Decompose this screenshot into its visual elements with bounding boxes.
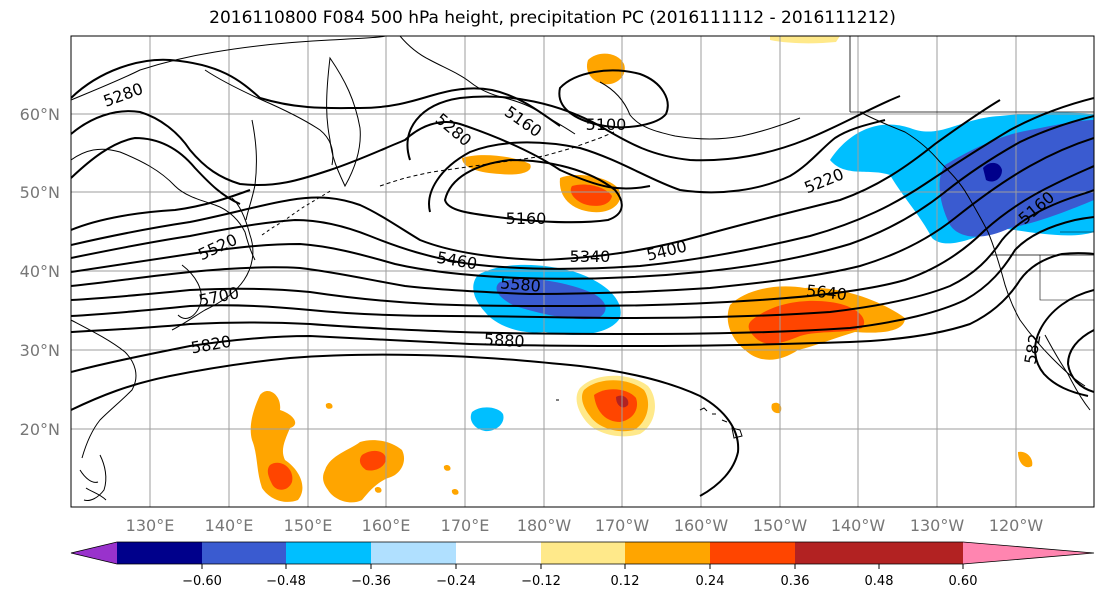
- precip-region: [1018, 451, 1033, 468]
- lat-label: 20°N: [20, 420, 60, 439]
- precip-region: [470, 407, 504, 432]
- map-border: [70, 35, 1095, 508]
- lon-label: 150°W: [753, 516, 808, 535]
- colorbar-tick-label: 0.36: [781, 574, 810, 589]
- colorbar-segment: [117, 542, 202, 564]
- lon-label: 150°E: [284, 516, 333, 535]
- lat-label: 40°N: [20, 262, 60, 281]
- precip-region: [325, 402, 333, 409]
- colorbar-segment: [541, 542, 625, 564]
- longitude-labels: 130°E 140°E 150°E 160°E 170°E 180°W 170°…: [126, 516, 1044, 535]
- precip-region: [451, 488, 459, 495]
- colorbar-tick-label: 0.48: [865, 574, 894, 589]
- latitude-labels: 60°N 50°N 40°N 30°N 20°N: [20, 105, 60, 439]
- precip-region: [570, 184, 612, 206]
- colorbar-ticks: [201, 564, 964, 569]
- map-title: 2016110800 F084 500 hPa height, precipit…: [209, 8, 896, 28]
- precip-region: [594, 389, 638, 422]
- lat-label: 60°N: [20, 105, 60, 124]
- lon-label: 170°W: [595, 516, 650, 535]
- lon-label: 180°W: [517, 516, 572, 535]
- colorbar-tick-label: 0.12: [611, 574, 640, 589]
- colorbar-segment: [202, 542, 286, 564]
- precip-region: [359, 450, 386, 471]
- colorbar-segment: [625, 542, 710, 564]
- colorbar-segment: [879, 542, 963, 564]
- colorbar-tick-label: 0.60: [949, 574, 978, 589]
- precip-region: [496, 278, 606, 320]
- lon-label: 160°E: [362, 516, 411, 535]
- lon-label: 130°W: [910, 516, 965, 535]
- colorbar-tick-label: −0.60: [182, 574, 222, 589]
- precip-region: [771, 402, 782, 414]
- lon-label: 160°W: [674, 516, 729, 535]
- lon-label: 170°E: [441, 516, 490, 535]
- colorbar-segment: [286, 542, 371, 564]
- colorbar-segment: [371, 542, 456, 564]
- lon-label: 140°W: [831, 516, 886, 535]
- precip-region: [443, 464, 451, 471]
- lon-label: 120°W: [989, 516, 1044, 535]
- contour-label: 5340: [570, 247, 611, 266]
- colorbar-extend-low: [71, 542, 117, 564]
- contour-label: 5160: [506, 209, 547, 228]
- colorbar: −0.60 −0.48 −0.36 −0.24 −0.12 0.12 0.24 …: [70, 541, 1095, 589]
- colorbar-segment: [795, 542, 879, 564]
- colorbar-tick-label: −0.36: [351, 574, 391, 589]
- colorbar-extend-high: [963, 542, 1094, 564]
- colorbar-tick-label: −0.48: [266, 574, 306, 589]
- precip-region: [770, 36, 840, 44]
- contour-label: 5880: [483, 330, 525, 351]
- colorbar-tick-label: 0.24: [696, 574, 725, 589]
- precip-region: [267, 462, 293, 490]
- contour-label: 5100: [586, 115, 627, 134]
- lat-label: 30°N: [20, 341, 60, 360]
- colorbar-segment: [710, 542, 795, 564]
- colorbar-tick-label: −0.24: [436, 574, 476, 589]
- lon-label: 140°E: [205, 516, 254, 535]
- lat-label: 50°N: [20, 183, 60, 202]
- precip-region: [983, 162, 1002, 182]
- colorbar-segment: [456, 542, 541, 564]
- contour-label: 5580: [499, 273, 541, 295]
- height-contours: [71, 58, 1094, 497]
- precip-region: [374, 486, 382, 493]
- colorbar-tick-label: −0.12: [521, 574, 561, 589]
- map-area: 5280 5280 5160 5100 5160 5220 5160 5520 …: [71, 36, 1094, 507]
- precip-region: [586, 53, 625, 85]
- lon-label: 130°E: [126, 516, 175, 535]
- contour-label: 5640: [805, 281, 847, 304]
